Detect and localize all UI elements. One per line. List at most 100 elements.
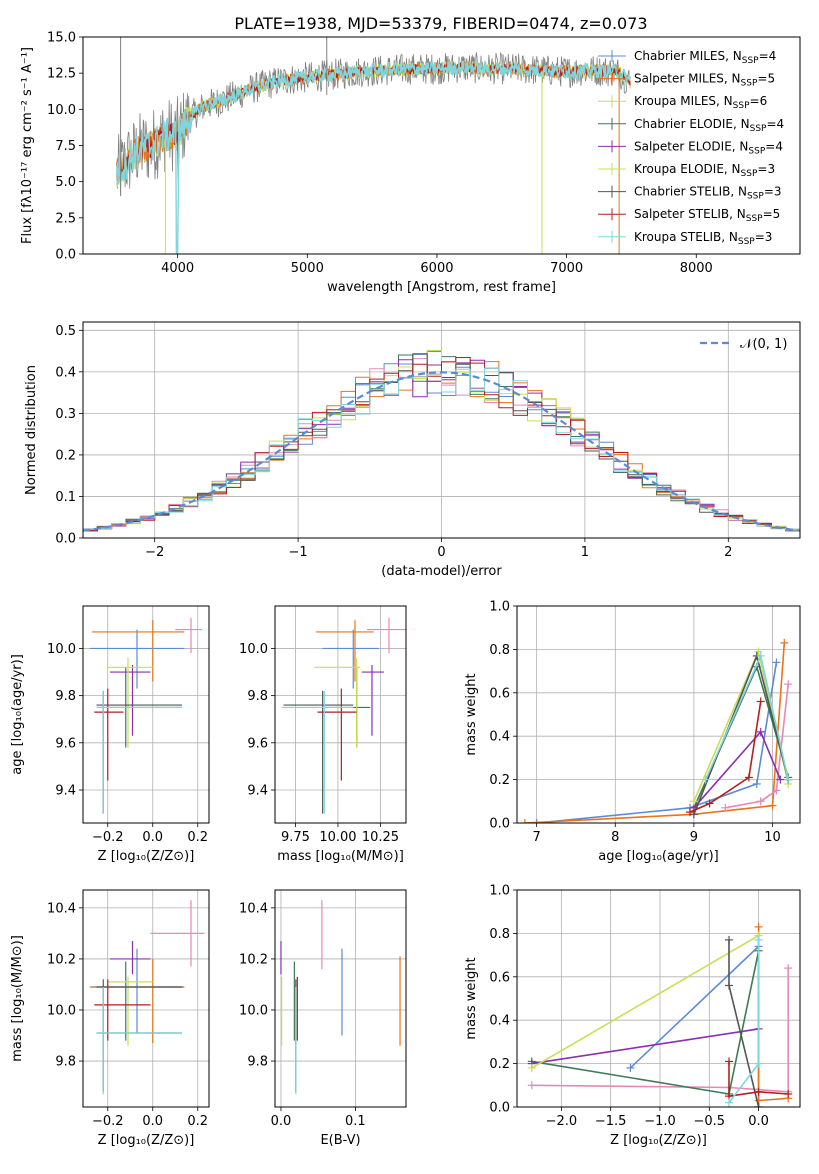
y-axis-label: mass weight — [464, 957, 479, 1039]
y-tick-label: 10.0 — [239, 1003, 268, 1018]
x-axis-label: age [log₁₀(age/yr)] — [598, 849, 719, 864]
y-tick-label: 10.0 — [47, 103, 76, 118]
axes-frame — [516, 605, 801, 824]
y-axis-label: age [log₁₀(age/yr)] — [10, 654, 25, 775]
y-tick-label: 5.0 — [55, 175, 76, 190]
legend-label: Chabrier MILES, NSSP=4 — [634, 49, 776, 66]
series-salpeter_miles — [757, 926, 789, 1102]
chart-title: PLATE=1938, MJD=53379, FIBERID=0474, z=0… — [234, 14, 647, 33]
x-tick-label: −0.2 — [92, 830, 124, 845]
axes-frame — [82, 605, 210, 824]
y-axis-label: mass weight — [464, 673, 479, 755]
legend-label: Salpeter MILES, NSSP=5 — [634, 72, 775, 89]
y-axis-label: Flux [fλ10⁻¹⁷ erg cm⁻² s⁻¹ A⁻¹] — [20, 47, 35, 244]
legend-label: Salpeter STELIB, NSSP=5 — [634, 207, 780, 224]
legend-label: Kroupa STELIB, NSSP=3 — [634, 230, 772, 247]
y-tick-label: 0.2 — [489, 773, 510, 788]
axes-age_vs_Z: −0.2 0.0 0.2 9.4 9.6 9.8 10.0 Z [log₁₀(Z/Z⊙)] ag… — [10, 605, 210, 864]
axes-mass_vs_Z: −0.2 0.0 0.2 9.8 10.0 10.2 10.4 Z [log₁₀(Z/Z⊙)]… — [10, 889, 210, 1148]
x-tick-label: 4000 — [161, 261, 194, 276]
series-salpeter_stelib — [689, 701, 762, 813]
series-kroupa_elodie — [531, 934, 760, 1069]
y-tick-label: 9.6 — [247, 736, 268, 751]
y-tick-label: 9.4 — [55, 783, 76, 798]
legend-rest: =5 — [757, 72, 775, 86]
legend-label: Kroupa MILES, NSSP=6 — [634, 94, 767, 111]
y-tick-label: 0.6 — [489, 970, 510, 985]
legend-sub: SSP — [741, 79, 758, 89]
x-tick-label: 7 — [533, 830, 541, 845]
y-tick-label: 0.4 — [55, 365, 76, 380]
x-tick-label: 5000 — [291, 261, 324, 276]
legend-sub: SSP — [733, 101, 750, 111]
plot-area — [116, 37, 631, 254]
y-tick-label: 10.2 — [47, 952, 76, 967]
x-tick-label: 10 — [764, 830, 781, 845]
axes-weight_vs_age: 7 8 9 10 0.0 0.2 0.4 0.6 0.8 1.0 age [log₁₀(age/yr… — [464, 600, 801, 864]
y-tick-label: 0.1 — [55, 490, 76, 505]
x-tick-label: 10.00 — [319, 830, 356, 845]
legend-label: Kroupa ELODIE, NSSP=3 — [634, 162, 775, 179]
y-tick-label: 0.0 — [55, 532, 76, 547]
legend-sub: SSP — [746, 214, 763, 224]
plot-area — [275, 606, 406, 823]
series-chabrier_miles — [536, 662, 778, 823]
axes-frame — [274, 605, 407, 824]
y-tick-label: 0.0 — [489, 1101, 510, 1116]
legend-sub: SSP — [748, 146, 765, 156]
axes-frame — [274, 889, 407, 1108]
plot-area — [517, 890, 800, 1107]
x-tick-label: −1.0 — [644, 1114, 676, 1129]
x-tick-label: 1 — [581, 545, 589, 560]
legend-normal-label: 𝒩(0, 1) — [740, 337, 787, 352]
axes-age_vs_mass: 9.75 10.00 10.25 9.4 9.6 9.8 10.0 mass [log₁₀(M… — [239, 605, 407, 864]
histogram-kroupa_stelib — [83, 367, 800, 531]
plot-area — [517, 606, 800, 823]
y-tick-label: 10.0 — [47, 1003, 76, 1018]
y-tick-label: 9.8 — [247, 689, 268, 704]
y-axis-label: Normed distribution — [24, 365, 39, 495]
y-tick-label: 0.0 — [489, 817, 510, 832]
legend-rest: =6 — [750, 94, 768, 108]
x-axis-label: E(B-V) — [320, 1133, 360, 1148]
axes-mass_vs_ebv: 0.0 0.1 9.8 10.0 10.2 10.4 E(B-V) — [239, 889, 407, 1148]
x-tick-label: 9 — [690, 830, 698, 845]
x-axis-label: (data-model)/error — [381, 564, 502, 579]
y-tick-label: 10.0 — [47, 642, 76, 657]
x-axis-label: wavelength [Angstrom, rest frame] — [327, 280, 556, 295]
plot-area — [83, 322, 800, 538]
legend-rest: =5 — [763, 207, 781, 221]
x-axis-label: Z [log₁₀(Z/Z⊙)] — [98, 849, 195, 864]
spectrum-line-kroupa_stelib — [116, 60, 631, 254]
y-tick-label: 15.0 — [47, 31, 76, 46]
y-tick-label: 10.2 — [239, 952, 268, 967]
y-axis-label: mass [log₁₀(M/M⊙)] — [10, 935, 25, 1062]
legend-sub: SSP — [747, 192, 764, 202]
y-tick-label: 2.5 — [55, 211, 76, 226]
y-tick-label: 10.4 — [239, 901, 268, 916]
y-tick-label: 9.8 — [55, 689, 76, 704]
x-axis-label: mass [log₁₀(M/M⊙)] — [277, 849, 404, 864]
y-tick-label: 0.0 — [55, 248, 76, 263]
y-tick-label: 1.0 — [489, 884, 510, 899]
y-tick-label: 9.8 — [247, 1055, 268, 1070]
y-tick-label: 7.5 — [55, 139, 76, 154]
legend-rest: =3 — [757, 162, 775, 176]
x-tick-label: 0.2 — [187, 830, 208, 845]
y-tick-label: 10.0 — [239, 642, 268, 657]
x-tick-label: 9.75 — [281, 830, 310, 845]
x-tick-label: −0.5 — [693, 1114, 725, 1129]
axes-weight_vs_Z: −2.0 −1.5 −1.0 −0.5 0.0 0.0 0.2 0.4 0.6 0.8 1.0 Z [… — [464, 884, 801, 1148]
y-tick-label: 12.5 — [47, 67, 76, 82]
x-tick-label: 0.0 — [142, 1114, 163, 1129]
legend-rest: =4 — [765, 139, 783, 153]
y-tick-label: 10.4 — [47, 901, 76, 916]
x-axis-label: Z [log₁₀(Z/Z⊙)] — [98, 1133, 195, 1148]
legend-label: Chabrier STELIB, NSSP=3 — [634, 185, 782, 202]
x-tick-label: 10.25 — [362, 830, 399, 845]
axes-frame — [516, 889, 801, 1108]
x-tick-label: 7000 — [550, 261, 583, 276]
y-tick-label: 1.0 — [489, 600, 510, 615]
y-tick-label: 0.4 — [489, 1014, 510, 1029]
